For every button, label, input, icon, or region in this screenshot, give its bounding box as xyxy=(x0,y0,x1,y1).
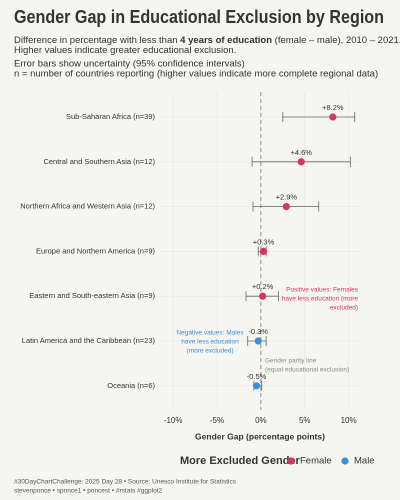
note: Error bars show uncertainty (95% confide… xyxy=(14,59,245,70)
point xyxy=(252,382,261,390)
legend-swatch xyxy=(341,457,349,465)
subtitle: Difference in percentage with less than … xyxy=(14,35,400,46)
legend-title: More Excluded Gender xyxy=(180,455,301,467)
subtitle-part: 4 years of education xyxy=(180,35,272,46)
annotation: (more excluded) xyxy=(187,348,234,355)
value-label: -0.5% xyxy=(247,372,267,381)
category-label: Latin America and the Caribbean (n=23) xyxy=(22,336,156,345)
value-label: +2.9% xyxy=(276,193,298,202)
subtitle-part: (female – male), 2010 – 2021. xyxy=(272,35,400,46)
subtitle-part: Higher values indicate greater education… xyxy=(14,45,236,56)
point xyxy=(259,247,268,255)
category-label: Europe and Northern America (n=9) xyxy=(36,246,156,255)
point xyxy=(259,292,267,300)
caption: stevenponce • sponce1 • poncest • #rstat… xyxy=(14,488,163,495)
caption: #30DayChartChallenge: 2025 Day 28 • Sour… xyxy=(14,479,237,486)
annotation: Positive values: Females xyxy=(286,287,359,294)
legend-label: Male xyxy=(354,456,375,467)
category-label: Central and Southern Asia (n=12) xyxy=(43,157,155,166)
error-bar xyxy=(282,112,356,122)
x-tick-label: -10% xyxy=(164,416,183,425)
annotation: have less education (more xyxy=(282,296,359,303)
category-label: Eastern and South-eastern Asia (n=9) xyxy=(29,291,155,300)
category-label: Oceania (n=6) xyxy=(107,381,155,390)
annotation: have less education xyxy=(181,339,239,346)
category-label: Sub-Saharan Africa (n=39) xyxy=(66,112,156,121)
value-label: +0.2% xyxy=(252,282,274,291)
annotation: excluded) xyxy=(330,305,358,312)
value-label: +0.3% xyxy=(253,237,275,246)
value-label: +8.2% xyxy=(322,103,344,112)
point xyxy=(297,158,305,166)
value-label: -0.3% xyxy=(248,327,268,336)
annotation: Gender parity line xyxy=(265,358,317,365)
subtitle-part: Difference in percentage with less than xyxy=(14,35,180,46)
annotation: (equal educational exclusion) xyxy=(265,367,349,374)
x-tick-label: 0% xyxy=(255,416,267,425)
point xyxy=(254,337,262,345)
x-tick-label: -5% xyxy=(210,416,224,425)
value-label: +4.6% xyxy=(290,148,312,157)
chart-title: Gender Gap in Educational Exclusion by R… xyxy=(14,7,384,27)
x-tick-label: 10% xyxy=(341,416,357,425)
legend-label: Female xyxy=(300,456,332,467)
annotation: Negative values: Males xyxy=(176,330,244,337)
note: n = number of countries reporting (highe… xyxy=(14,69,378,80)
category-label: Northern Africa and Western Asia (n=12) xyxy=(20,202,155,211)
x-axis-title: Gender Gap (percentage points) xyxy=(195,431,325,441)
legend-swatch xyxy=(287,457,295,465)
point xyxy=(282,203,290,211)
point xyxy=(329,113,337,121)
x-tick-label: 5% xyxy=(299,416,311,425)
subtitle: Higher values indicate greater education… xyxy=(14,45,236,56)
